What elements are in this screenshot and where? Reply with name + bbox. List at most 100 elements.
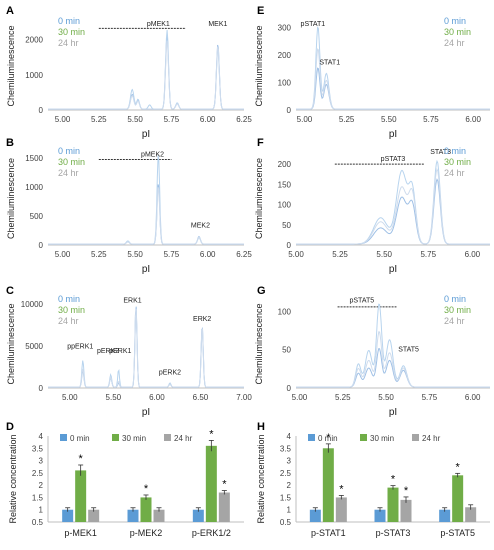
- bar: [127, 509, 139, 522]
- peak-annotation: STAT5: [398, 346, 419, 353]
- y-tick-label: 3.5: [32, 444, 44, 453]
- y-tick-label: 1: [39, 506, 44, 515]
- bar: [322, 448, 334, 522]
- legend-swatch: [112, 434, 119, 441]
- y-tick-label: 1000: [25, 71, 43, 80]
- legend-entry: 24 hr: [444, 168, 465, 178]
- y-tick-label: 50: [282, 221, 291, 230]
- y-tick-label: 2.5: [32, 469, 44, 478]
- peak-annotation: MEK2: [191, 223, 210, 230]
- x-tick-label: 5.00: [292, 393, 308, 402]
- peak-annotation: pERK1: [109, 348, 131, 355]
- legend-entry: 24 hr: [444, 316, 465, 326]
- bar: [192, 509, 204, 522]
- legend-entry: 24 hr: [58, 168, 79, 178]
- peak-annotation: ppERK1: [67, 344, 93, 351]
- peak-annotation: STAT1: [319, 60, 340, 67]
- legend-entry: 30 min: [122, 434, 146, 443]
- panel-f: F 0 50 100 150 200 5.00 5.25 5.50 5.75 6.00 pI Chemi…: [254, 137, 490, 275]
- legend-entry: 0 min: [444, 294, 466, 304]
- significance-star: *: [222, 479, 227, 491]
- category-label: p-MEK2: [130, 528, 163, 538]
- bar: [140, 497, 152, 522]
- y-axis-label: Chemiluminescence: [254, 25, 264, 106]
- legend-swatch: [412, 434, 419, 441]
- bar: [75, 470, 87, 522]
- series-line-0-min: [296, 178, 490, 245]
- y-tick-label: 0: [39, 106, 44, 115]
- legend-entry: 0 min: [58, 294, 80, 304]
- x-tick-label: 6.00: [200, 250, 216, 259]
- y-tick-label: 1500: [25, 154, 43, 163]
- x-axis-label: pI: [389, 407, 397, 418]
- y-tick-label: 1000: [25, 183, 43, 192]
- significance-star: *: [391, 474, 396, 486]
- y-tick-label: 1.5: [280, 493, 292, 502]
- bar: [335, 497, 347, 522]
- peak-annotation: pERK2: [97, 348, 119, 355]
- y-tick-label: 150: [278, 180, 292, 189]
- x-tick-label: 6.00: [465, 393, 481, 402]
- x-tick-label: 5.50: [381, 115, 397, 124]
- y-tick-label: 100: [278, 307, 292, 316]
- series-line-24-hr: [296, 167, 490, 245]
- x-tick-label: 5.25: [335, 393, 351, 402]
- bar: [153, 509, 165, 522]
- y-tick-label: 5000: [25, 342, 43, 351]
- y-axis-label: Chemiluminescence: [254, 158, 264, 239]
- x-tick-label: 5.00: [288, 250, 304, 259]
- peak-annotation: pSTAT1: [301, 21, 326, 28]
- y-tick-label: 500: [30, 212, 44, 221]
- peak-annotation: pSTAT3: [381, 156, 406, 163]
- peak-annotation: pERK2: [159, 370, 181, 377]
- y-tick-label: 3: [287, 457, 292, 466]
- bar: [465, 507, 477, 522]
- panel-letter: G: [257, 285, 266, 297]
- bar: [309, 509, 321, 522]
- panel-letter: F: [257, 137, 264, 149]
- y-tick-label: 100: [278, 201, 292, 210]
- legend-entry: 0 min: [70, 434, 90, 443]
- y-tick-label: 4: [287, 432, 292, 441]
- y-tick-label: 10000: [21, 300, 44, 309]
- legend-entry: 30 min: [370, 434, 394, 443]
- legend-entry: 30 min: [444, 305, 471, 315]
- series-line-24-hr: [296, 48, 490, 110]
- x-tick-label: 5.50: [127, 115, 143, 124]
- peak-annotation: pMEK2: [141, 152, 164, 159]
- y-tick-label: 200: [278, 160, 292, 169]
- legend-swatch: [360, 434, 367, 441]
- x-axis-label: pI: [142, 264, 150, 275]
- y-tick-label: 0: [39, 241, 44, 250]
- panel-a: A 0 1000 2000 5.00 5.25 5.50 5.75 6.00 6.25 pI Chem…: [6, 5, 252, 140]
- y-tick-label: 50: [282, 346, 291, 355]
- bar: [452, 475, 464, 522]
- y-tick-label: 200: [278, 51, 292, 60]
- x-axis-label: pI: [142, 407, 150, 418]
- series-line-0-min: [296, 67, 490, 110]
- series-line-24-hr: [48, 309, 244, 388]
- y-tick-label: 100: [278, 79, 292, 88]
- category-label: p-STAT5: [440, 528, 475, 538]
- bar: [62, 509, 74, 522]
- peak-annotation: STAT3: [430, 149, 451, 156]
- y-tick-label: 2000: [25, 36, 43, 45]
- bar: [205, 445, 217, 522]
- y-tick-label: 4: [39, 432, 44, 441]
- legend-entry: 30 min: [444, 27, 471, 37]
- x-tick-label: 6.25: [236, 115, 252, 124]
- x-tick-label: 5.25: [91, 250, 107, 259]
- bar: [439, 509, 451, 522]
- x-tick-label: 7.00: [236, 393, 252, 402]
- significance-star: *: [339, 483, 344, 495]
- category-label: p-STAT1: [311, 528, 346, 538]
- x-axis-label: pI: [389, 264, 397, 275]
- significance-star: *: [144, 483, 149, 495]
- x-axis-label: pI: [389, 129, 397, 140]
- x-tick-label: 5.50: [378, 393, 394, 402]
- legend-entry: 30 min: [444, 157, 471, 167]
- legend-entry: 0 min: [58, 16, 80, 26]
- bar: [387, 487, 399, 522]
- peak-annotation: ERK1: [123, 298, 141, 305]
